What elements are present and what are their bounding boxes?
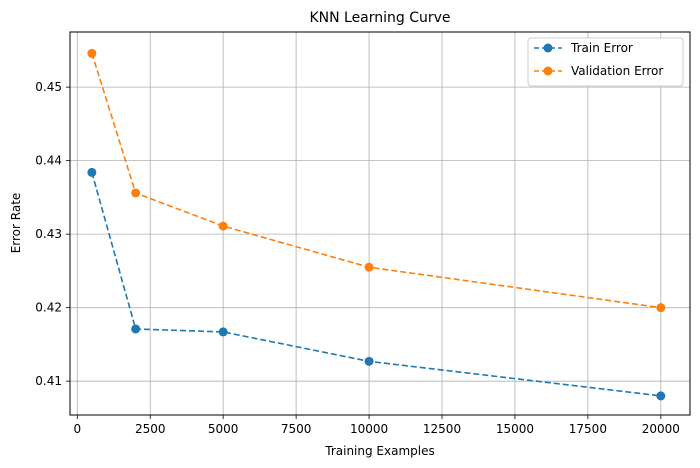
y-axis-label: Error Rate — [9, 193, 23, 254]
train-error-point — [131, 324, 141, 334]
x-tick-label: 12500 — [423, 422, 461, 436]
y-tick-label: 0.44 — [35, 154, 62, 168]
x-tick-label: 15000 — [496, 422, 534, 436]
train-error-point — [364, 356, 374, 366]
train-error-line — [91, 172, 661, 397]
legend-label-validation: Validation Error — [571, 64, 663, 78]
validation-error-point — [656, 303, 666, 313]
legend-frame — [527, 37, 684, 87]
y-tick-label: 0.42 — [35, 301, 62, 315]
validation-error-point — [364, 262, 374, 272]
train-error-point — [87, 167, 97, 177]
x-tick-label: 0 — [73, 422, 81, 436]
grid — [70, 32, 690, 415]
legend-marker-train — [543, 43, 553, 53]
y-tick-label: 0.45 — [35, 80, 62, 94]
x-tick-label: 5000 — [208, 422, 239, 436]
x-axis-label: Training Examples — [324, 444, 434, 458]
x-tick-label: 20000 — [642, 422, 680, 436]
validation-error-point — [218, 221, 228, 231]
legend-marker-validation — [543, 66, 553, 76]
series-layer — [87, 48, 666, 401]
y-tick-label: 0.41 — [35, 374, 62, 388]
x-tick-label: 17500 — [569, 422, 607, 436]
x-tick-label: 7500 — [281, 422, 312, 436]
validation-error-line — [91, 53, 661, 309]
x-tick-label: 2500 — [135, 422, 166, 436]
y-tick-label: 0.43 — [35, 227, 62, 241]
y-axis-ticks: 0.41 0.42 0.43 0.44 0.45 — [35, 80, 70, 388]
train-error-point — [656, 391, 666, 401]
validation-error-point — [87, 48, 97, 58]
train-error-point — [218, 327, 228, 337]
chart-title: KNN Learning Curve — [309, 10, 450, 26]
plot-frame — [69, 31, 691, 416]
x-tick-label: 10000 — [350, 422, 388, 436]
validation-error-point — [131, 188, 141, 198]
legend: Train Error Validation Error — [527, 37, 684, 87]
x-axis-ticks: 0 2500 5000 7500 10000 12500 15000 17500 20000 — [73, 415, 680, 436]
legend-label-train: Train Error — [570, 41, 633, 55]
